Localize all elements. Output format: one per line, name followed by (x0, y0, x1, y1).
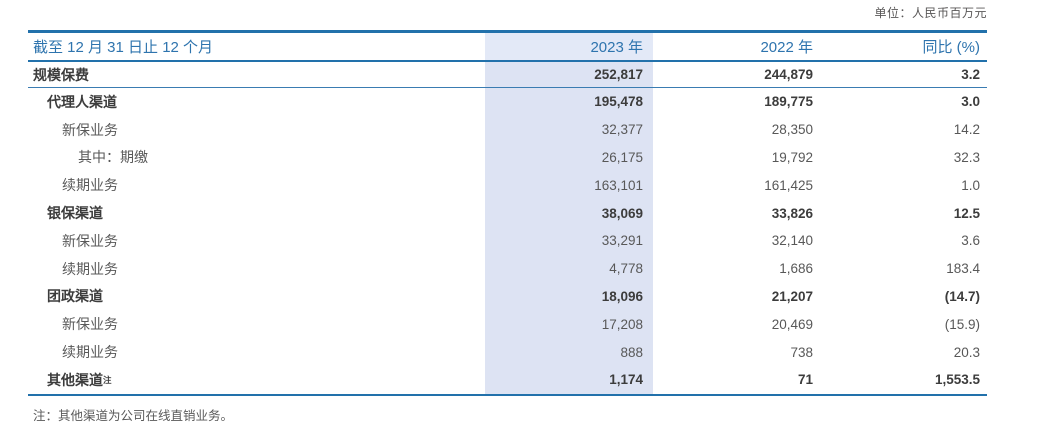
row-label: 续期业务 (62, 344, 118, 361)
column-header-2022: 2022 年 (760, 39, 813, 56)
row-label: 新保业务 (62, 316, 118, 333)
table-row-other-channels: 其他渠道注 1,174 71 1,553.5 (28, 365, 987, 394)
value-yoy: 3.6 (961, 233, 980, 249)
value-2023: 252,817 (594, 67, 643, 82)
value-yoy: 14.2 (953, 122, 980, 138)
table-row-group-gov-channel: 团政渠道 18,096 21,207 (14.7) (28, 282, 987, 311)
row-label: 新保业务 (62, 121, 118, 138)
row-label: 代理人渠道 (47, 93, 117, 110)
table-row-agent-channel: 代理人渠道 195,478 189,775 3.0 (28, 88, 987, 116)
value-2022: 32,140 (771, 233, 813, 249)
unit-note: 单位：人民币百万元 (874, 6, 987, 20)
value-2023: 38,069 (601, 205, 643, 221)
value-2022: 71 (797, 372, 813, 388)
table-row-renewal-business: 续期业务 163,101 161,425 1.0 (28, 171, 987, 200)
value-2023: 17,208 (601, 316, 643, 332)
row-label: 其中：期缴 (78, 149, 148, 166)
row-label: 续期业务 (62, 260, 118, 277)
value-2022: 738 (790, 344, 813, 360)
table-row-renewal-business: 续期业务 4,778 1,686 183.4 (28, 254, 987, 283)
table-footnote: 注：其他渠道为公司在线直销业务。 (33, 409, 234, 423)
value-2023: 32,377 (601, 122, 643, 138)
value-2022: 33,826 (771, 205, 813, 221)
table-row-renewal-business: 续期业务 888 738 20.3 (28, 338, 987, 366)
value-2022: 244,879 (764, 67, 813, 82)
value-2022: 189,775 (764, 94, 813, 110)
footnote-marker: 注 (103, 374, 112, 385)
column-header-yoy: 同比 (%) (922, 39, 981, 56)
value-yoy: 3.2 (961, 67, 980, 82)
value-2023: 888 (620, 344, 643, 360)
value-yoy: 20.3 (953, 344, 980, 360)
table-row-new-business: 新保业务 33,291 32,140 3.6 (28, 226, 987, 255)
row-label: 新保业务 (62, 232, 118, 249)
premium-income-table: 截至 12 月 31 日止 12 个月 2023 年 2022 年 同比 (%)… (28, 30, 987, 396)
table-row-new-business: 新保业务 17,208 20,469 (15.9) (28, 310, 987, 339)
value-yoy: 32.3 (953, 149, 980, 165)
value-2023: 26,175 (601, 149, 643, 165)
column-header-period: 截至 12 月 31 日止 12 个月 (33, 39, 214, 56)
value-yoy: 12.5 (953, 205, 980, 221)
row-label: 规模保费 (33, 66, 89, 83)
row-label: 银保渠道 (47, 205, 103, 222)
value-yoy: 183.4 (946, 261, 980, 277)
value-2023: 1,174 (609, 372, 643, 388)
value-2023: 18,096 (601, 288, 643, 304)
table-row-new-business: 新保业务 32,377 28,350 14.2 (28, 115, 987, 144)
value-yoy: 1.0 (961, 177, 980, 193)
value-2023: 33,291 (601, 233, 643, 249)
row-label-text: 其他渠道 (47, 371, 103, 388)
value-yoy: (14.7) (944, 288, 980, 304)
row-label: 其他渠道注 (28, 366, 485, 394)
value-2023: 4,778 (609, 261, 643, 277)
table-row-gross-premium: 规模保费 252,817 244,879 3.2 (28, 62, 987, 88)
value-yoy: (15.9) (944, 316, 980, 332)
value-2022: 21,207 (771, 288, 813, 304)
value-2023: 195,478 (594, 94, 643, 110)
value-2022: 161,425 (764, 177, 813, 193)
column-header-2023: 2023 年 (590, 39, 643, 56)
row-label: 续期业务 (62, 177, 118, 194)
value-2022: 19,792 (771, 149, 813, 165)
table-row-regular-premium: 其中：期缴 26,175 19,792 32.3 (28, 143, 987, 172)
row-label: 团政渠道 (47, 288, 103, 305)
table-header-row: 截至 12 月 31 日止 12 个月 2023 年 2022 年 同比 (%) (28, 33, 987, 62)
value-2022: 1,686 (779, 261, 813, 277)
value-2022: 28,350 (771, 122, 813, 138)
value-yoy: 3.0 (961, 94, 980, 110)
value-yoy: 1,553.5 (934, 372, 980, 388)
table-row-bancassurance-channel: 银保渠道 38,069 33,826 12.5 (28, 199, 987, 227)
value-2022: 20,469 (771, 316, 813, 332)
value-2023: 163,101 (594, 177, 643, 193)
